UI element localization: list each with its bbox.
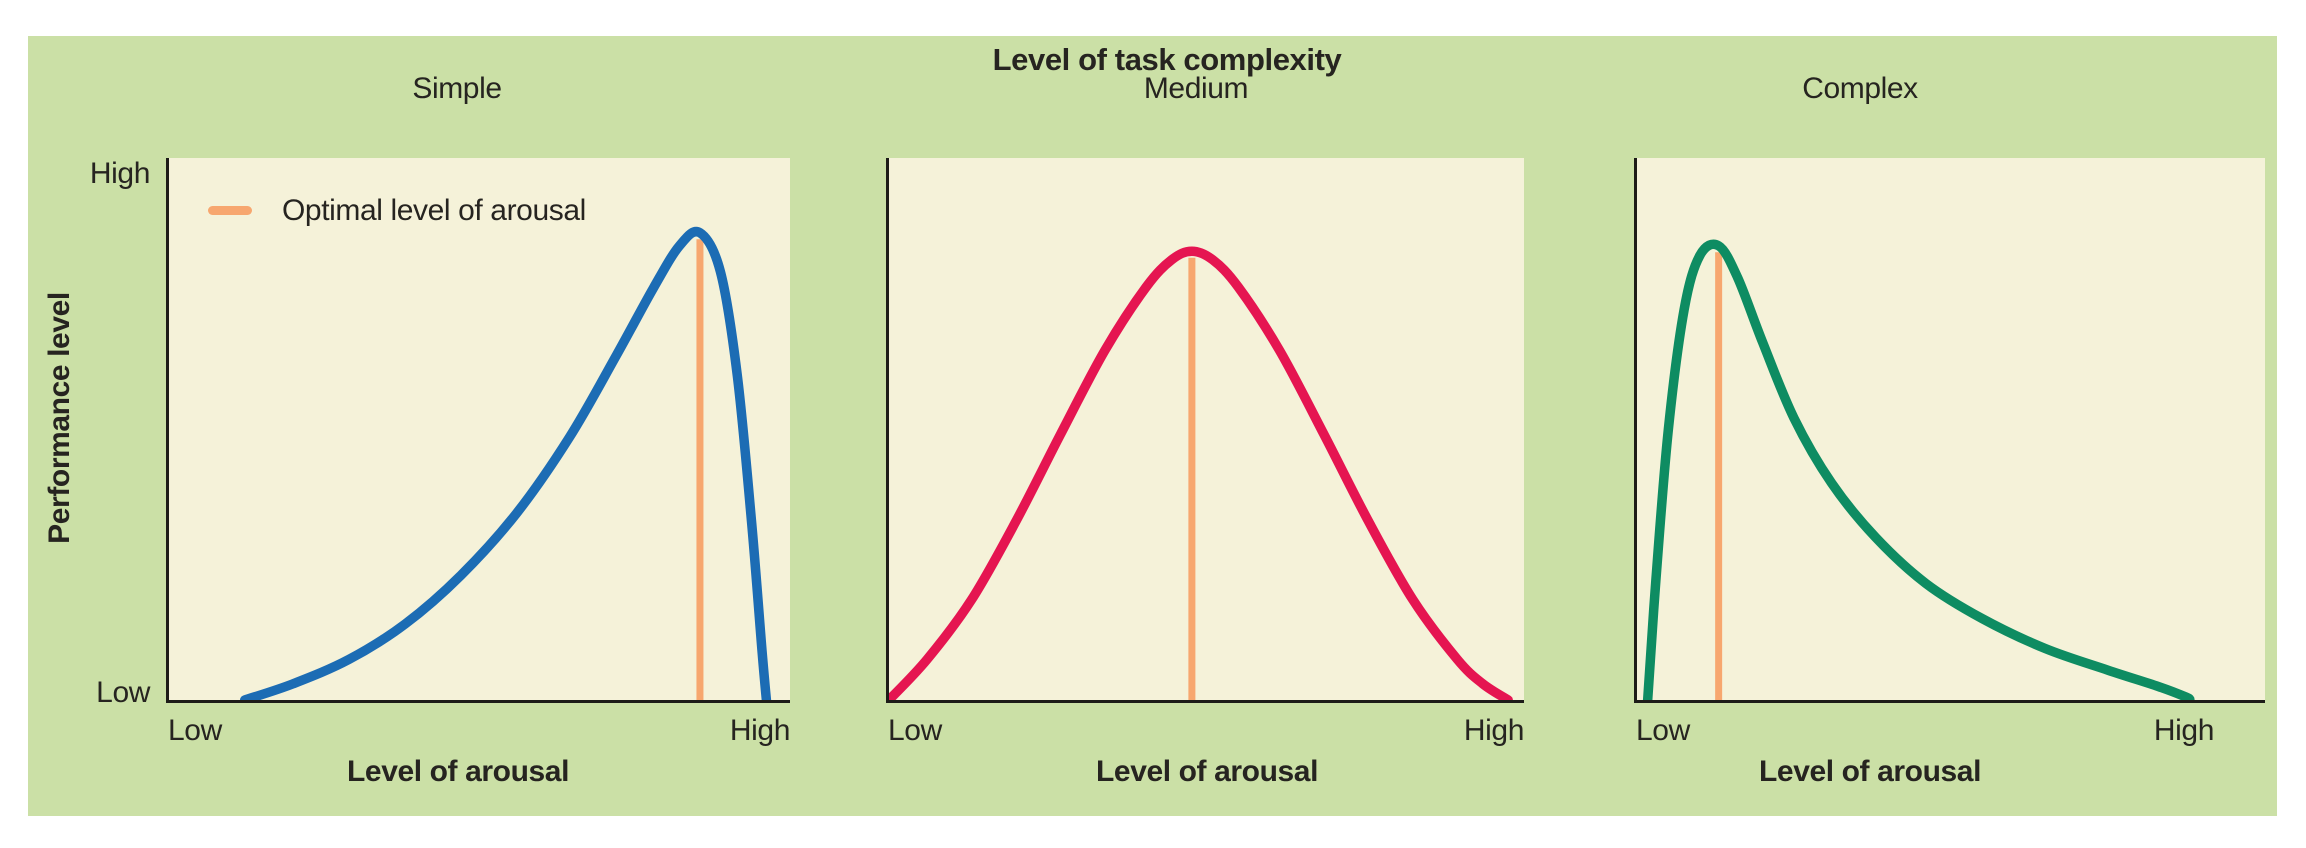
x-axis-label-medium: Level of arousal bbox=[1095, 755, 1318, 788]
curve-simple-svg bbox=[169, 158, 790, 700]
y-tick-low: Low bbox=[96, 676, 150, 709]
x-axis-label-complex: Level of arousal bbox=[1758, 755, 1981, 788]
figure-title: Level of task complexity bbox=[992, 42, 1342, 77]
performance-curve bbox=[1648, 244, 2190, 700]
performance-curve bbox=[245, 232, 767, 700]
x-tick-low-complex: Low bbox=[1636, 714, 1690, 747]
y-axis-label: Performance level bbox=[43, 292, 76, 544]
legend-optimal-line-swatch bbox=[208, 206, 252, 215]
x-tick-low-simple: Low bbox=[168, 714, 222, 747]
legend-optimal-line-label: Optimal level of arousal bbox=[282, 194, 586, 227]
curve-complex-svg bbox=[1637, 158, 2265, 700]
performance-curve bbox=[889, 251, 1508, 700]
x-axis-label-simple: Level of arousal bbox=[346, 755, 569, 788]
y-tick-high: High bbox=[89, 157, 151, 190]
panel-subtitle-medium: Medium bbox=[1143, 72, 1249, 105]
plot-area-simple bbox=[166, 158, 790, 703]
x-tick-high-complex: High bbox=[2153, 714, 2215, 747]
plot-area-medium bbox=[886, 158, 1524, 703]
panel-subtitle-complex: Complex bbox=[1802, 72, 1918, 105]
plot-area-complex bbox=[1634, 158, 2265, 703]
x-tick-high-simple: High bbox=[729, 714, 791, 747]
x-tick-low-medium: Low bbox=[888, 714, 942, 747]
curve-medium-svg bbox=[889, 158, 1524, 700]
x-tick-high-medium: High bbox=[1463, 714, 1525, 747]
panel-subtitle-simple: Simple bbox=[412, 72, 502, 105]
